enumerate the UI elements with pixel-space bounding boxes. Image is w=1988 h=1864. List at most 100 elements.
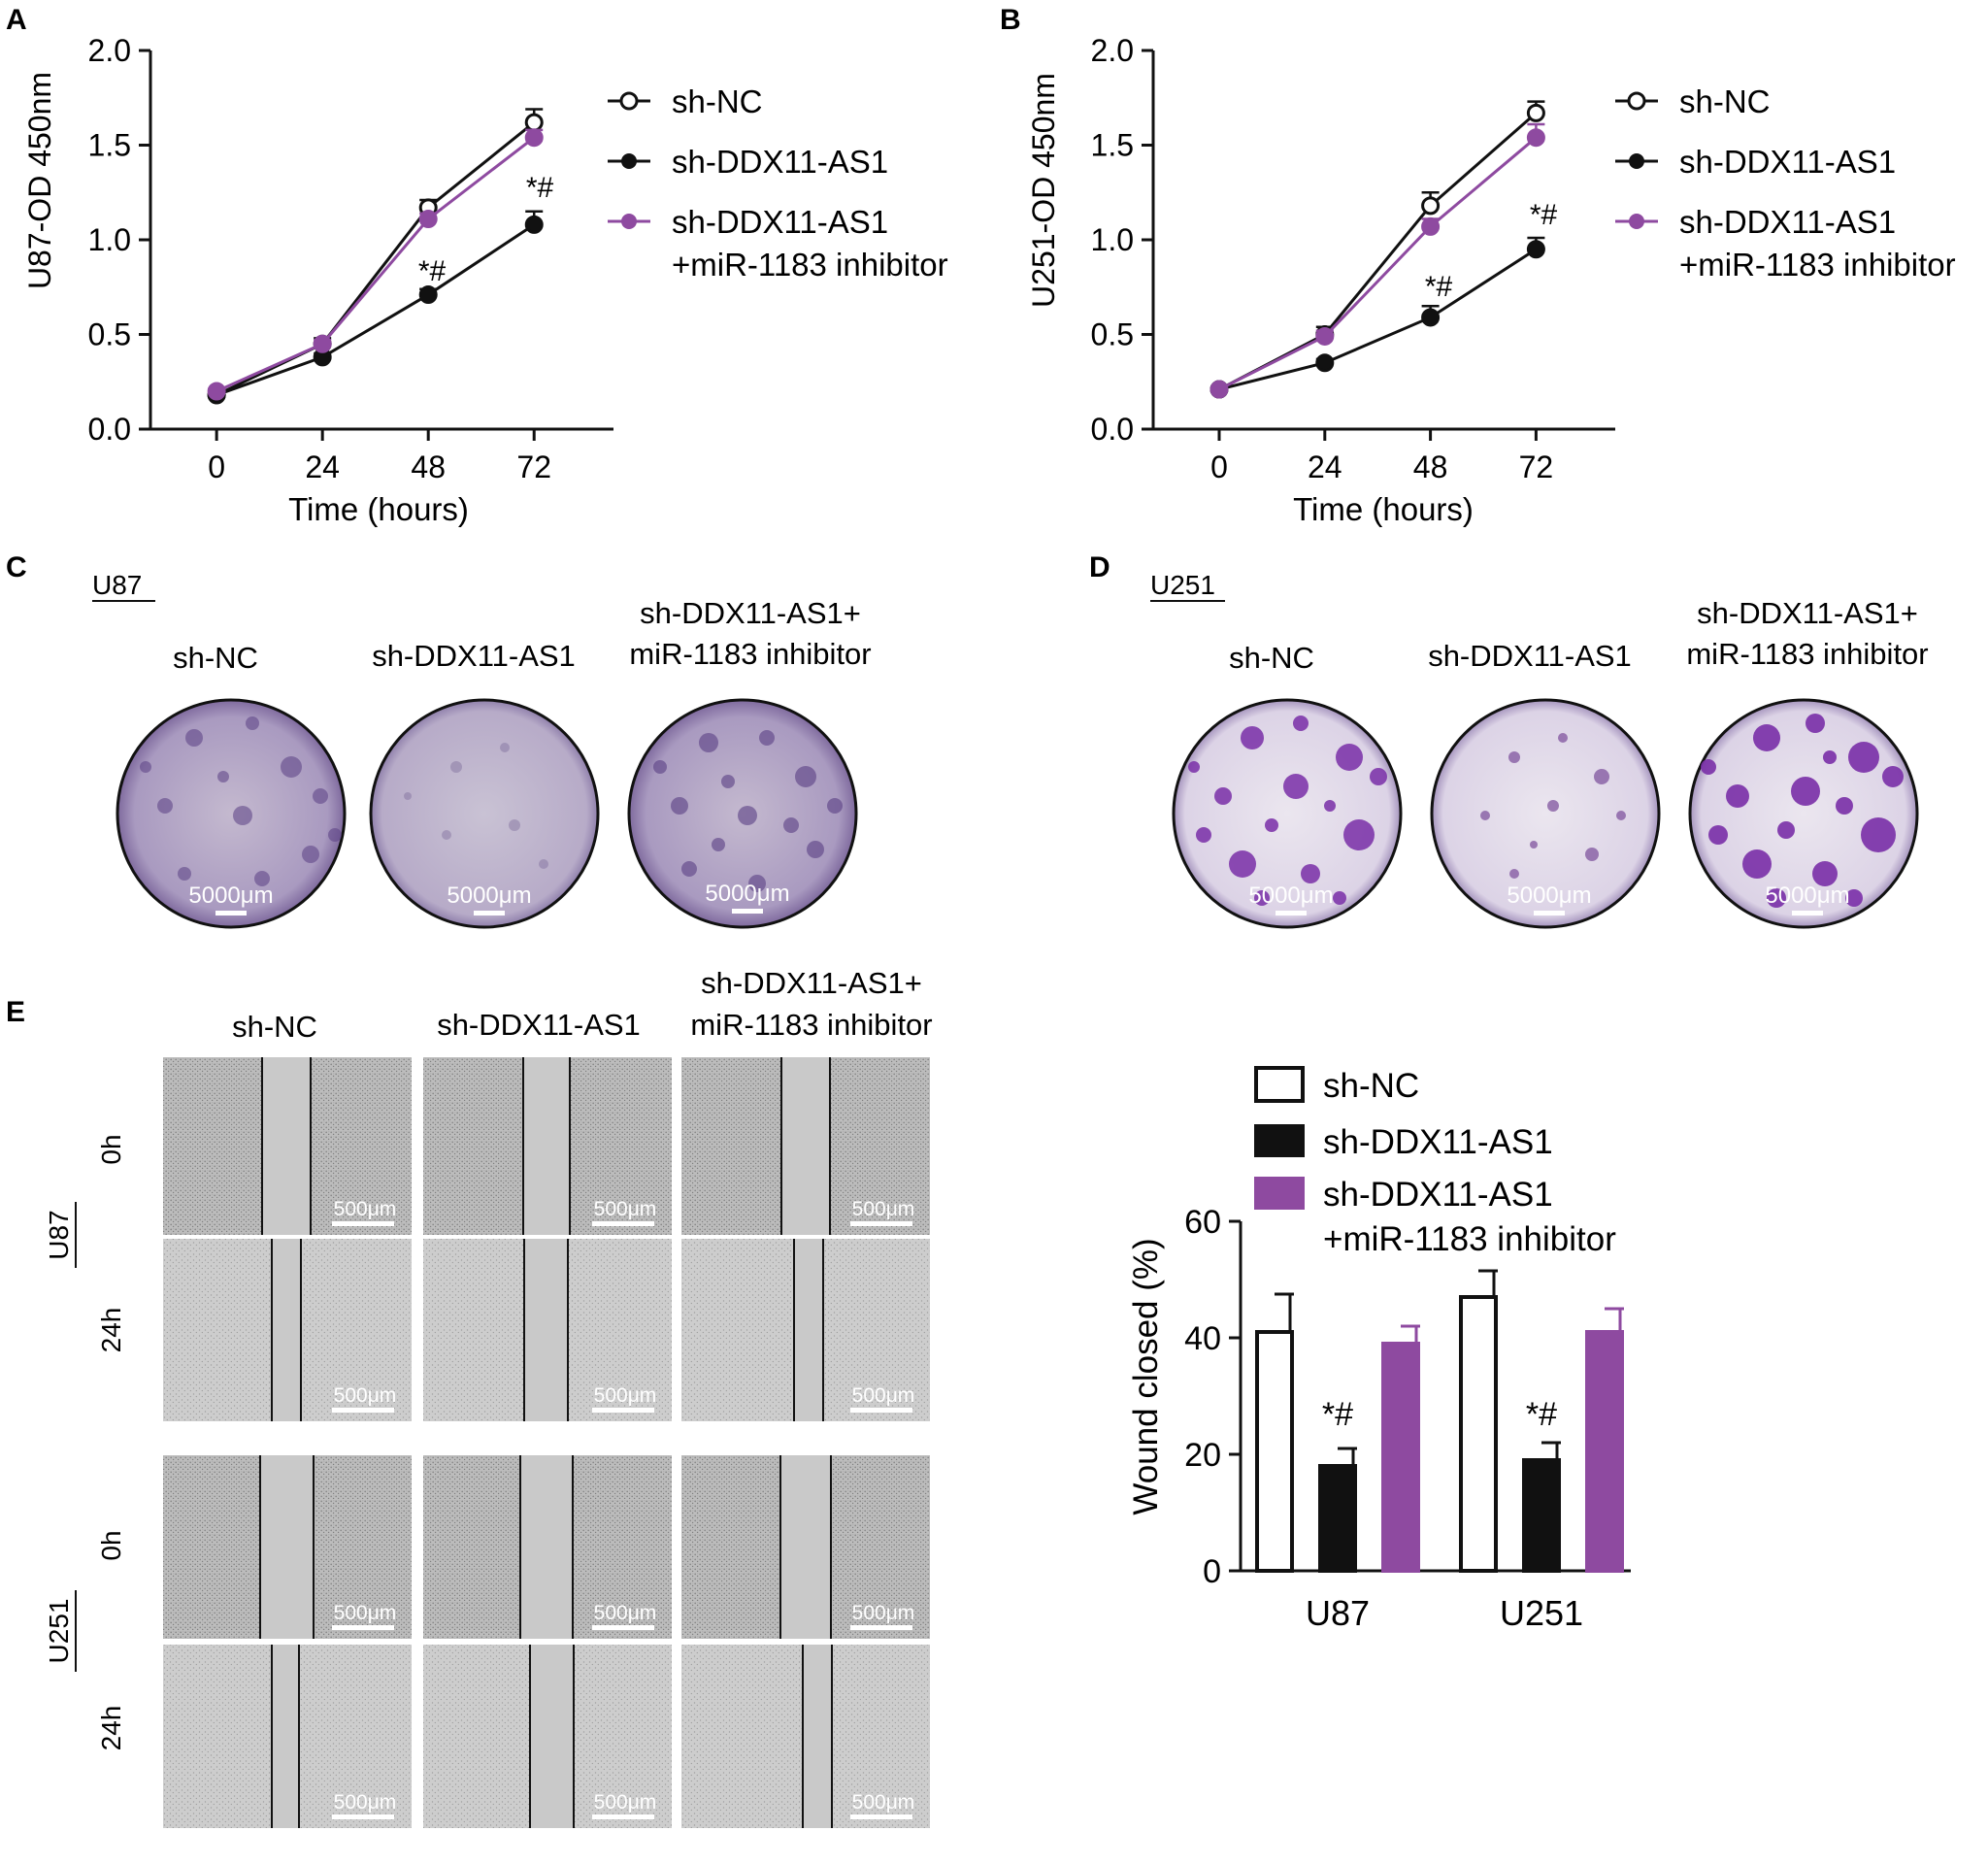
bar-chart-plot <box>1255 1269 1624 1573</box>
chart-b-xtick-label-2: 48 <box>1413 449 1448 484</box>
bar-legend-combo-1: sh-DDX11-AS1 <box>1323 1176 1553 1214</box>
chart-a-xtick-label-3: 72 <box>516 449 551 484</box>
bar-ytick-label-2: 40 <box>1184 1320 1221 1357</box>
wound-image-r4-c1: 500μm <box>163 1645 412 1828</box>
wound-scale-bar <box>850 1408 912 1413</box>
wound-gap <box>272 1239 301 1421</box>
scale-c-1: 5000μm <box>188 882 273 909</box>
wound-gap <box>520 1455 573 1639</box>
sig-b-48: *# <box>1425 271 1453 303</box>
bar-legend-swatch-sh-ddx <box>1254 1124 1305 1157</box>
wound-image-r1-c1: 500μm <box>163 1057 412 1235</box>
chart-a-point-combo <box>418 210 438 229</box>
wound-scale-label: 500μm <box>334 1791 397 1814</box>
wound-gap <box>530 1645 574 1828</box>
wound-scale-bar <box>332 1814 394 1819</box>
wound-gap <box>272 1645 299 1828</box>
wound-gap <box>794 1239 823 1421</box>
colony-c-label-2: sh-DDX11-AS1 <box>372 639 576 673</box>
wound-time-u87-24h: 24h <box>96 1308 126 1353</box>
wound-scale-label: 500μm <box>852 1198 915 1220</box>
wound-image-r3-c1: 500μm <box>163 1455 412 1639</box>
bar-legend-sh-nc: sh-NC <box>1323 1067 1419 1105</box>
scale-c-3: 5000μm <box>705 881 789 907</box>
bar-legend-combo-2: +miR-1183 inhibitor <box>1323 1220 1616 1258</box>
scale-d-2: 5000μm <box>1507 882 1591 909</box>
wound-scale-bar <box>592 1625 654 1630</box>
wound-scale-label: 500μm <box>334 1198 397 1220</box>
wound-time-u251-24h: 24h <box>96 1706 126 1751</box>
wound-time-u87-0h: 0h <box>96 1134 126 1164</box>
xlabel-a: Time (hours) <box>288 491 469 527</box>
chart-b-line-sh-ddx <box>1218 248 1538 391</box>
wound-gap <box>262 1057 311 1235</box>
wound-image-r1-c3: 500μm <box>681 1057 930 1235</box>
wound-image-r3-c2: 500μm <box>423 1455 672 1639</box>
bar-chart-axes: 0 20 40 60 U87 U251 <box>1184 1204 1631 1633</box>
legend-b-sh-ddx: sh-DDX11-AS1 <box>1679 144 1896 180</box>
legend-b-marker-combo <box>1629 214 1644 229</box>
wound-scale-bar <box>332 1625 394 1630</box>
colony-d-label-3a: sh-DDX11-AS1+ <box>1697 596 1918 630</box>
colony-d-label-3b: miR-1183 inhibitor <box>1686 637 1928 671</box>
wound-image-r2-c2: 500μm <box>423 1239 672 1421</box>
chart-b-point-combo <box>1209 380 1229 399</box>
chart-b-ytick-label-2: 1.0 <box>1091 222 1134 257</box>
scale-c-2: 5000μm <box>447 882 531 909</box>
legend-b-combo-1: sh-DDX11-AS1 <box>1679 204 1896 240</box>
wound-col-label-2: sh-DDX11-AS1 <box>437 1008 641 1042</box>
wound-scale-label: 500μm <box>594 1198 657 1220</box>
legend-b-marker-sh-ddx <box>1629 153 1644 169</box>
chart-a-ytick-label-4: 2.0 <box>88 33 131 68</box>
bar-category-label-0: U87 <box>1306 1593 1370 1633</box>
legend-a-marker-sh-ddx <box>621 153 637 169</box>
legend-a-combo-1: sh-DDX11-AS1 <box>672 204 888 240</box>
wound-gap <box>524 1239 568 1421</box>
wound-time-u251-0h: 0h <box>96 1530 126 1560</box>
colony-dish-c3 <box>627 698 858 929</box>
wound-scale-bar <box>850 1221 912 1226</box>
wound-scale-label: 500μm <box>594 1384 657 1407</box>
panel-letter-a: A <box>6 4 27 36</box>
legend-b: sh-NC sh-DDX11-AS1 sh-DDX11-AS1 +miR-118… <box>1615 83 1956 283</box>
legend-a-sh-nc: sh-NC <box>672 83 763 119</box>
panel-letter-c: C <box>6 551 27 583</box>
colony-c-label-3a: sh-DDX11-AS1+ <box>640 596 861 630</box>
cell-label-c: U87 <box>92 570 142 600</box>
colony-dish-c1 <box>116 698 347 929</box>
chart-b-point-combo <box>1315 326 1335 346</box>
legend-a-sh-ddx: sh-DDX11-AS1 <box>672 144 888 180</box>
chart-b-point-combo <box>1526 128 1545 148</box>
bar-legend-swatch-combo <box>1254 1177 1305 1210</box>
chart-b-point-sh-nc <box>1421 196 1441 216</box>
wound-scale-label: 500μm <box>594 1791 657 1814</box>
chart-a-xtick-label-2: 48 <box>411 449 446 484</box>
bar-legend: sh-NC sh-DDX11-AS1 sh-DDX11-AS1 +miR-118… <box>1254 1066 1616 1258</box>
sig-a-48: *# <box>418 255 447 287</box>
colony-dish-c2 <box>369 698 600 929</box>
chart-a-axes: 0.0 0.5 1.0 1.5 2.0 0 24 48 72 <box>88 33 613 484</box>
wound-cell-label-u251: U251 <box>44 1599 74 1664</box>
xlabel-b: Time (hours) <box>1293 491 1474 527</box>
chart-a-point-sh-ddx <box>524 215 544 234</box>
wound-image-r3-c3: 500μm <box>681 1455 930 1639</box>
wound-scale-bar <box>592 1221 654 1226</box>
chart-a-point-sh-ddx <box>418 285 438 305</box>
colony-dish-d1 <box>1172 698 1403 929</box>
bar-sh-ddx-u87 <box>1318 1464 1357 1573</box>
legend-a-marker-combo <box>621 214 637 229</box>
chart-b-ytick-label-1: 0.5 <box>1091 317 1134 352</box>
bar-sig-u87: *# <box>1322 1396 1353 1433</box>
bar-sig-u251: *# <box>1526 1396 1557 1433</box>
scale-bars-d: 5000μm 5000μm 5000μm <box>1248 882 1850 915</box>
chart-b-plot <box>1209 100 1545 399</box>
legend-b-sh-nc: sh-NC <box>1679 83 1771 119</box>
scale-d-3: 5000μm <box>1765 882 1849 909</box>
wound-scale-label: 500μm <box>852 1791 915 1814</box>
wound-gap <box>781 1057 830 1235</box>
colony-dish-d3 <box>1688 698 1919 929</box>
wound-scale-bar <box>592 1814 654 1819</box>
wound-scale-bar <box>850 1814 912 1819</box>
colony-dish-d2 <box>1430 698 1661 929</box>
wound-scale-label: 500μm <box>852 1602 915 1624</box>
